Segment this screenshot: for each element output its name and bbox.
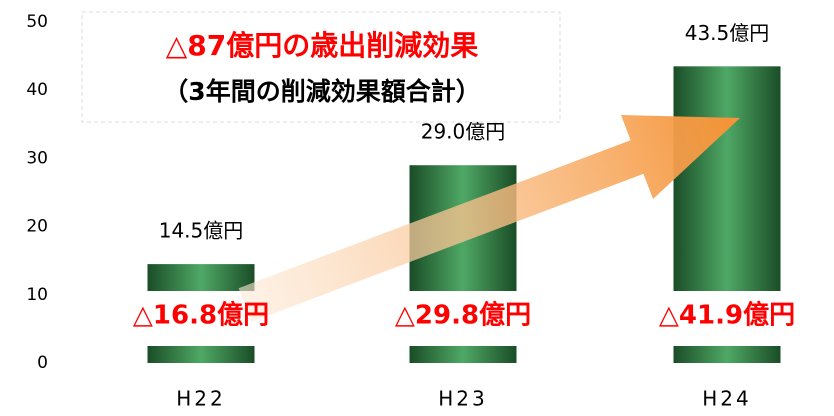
label-backdrop [407, 291, 519, 346]
bar-annotation: △41.9億円 [659, 301, 795, 331]
y-tick-label: 20 [26, 217, 48, 237]
annotation: △87億円の歳出削減効果 [166, 29, 479, 62]
x-tick-label: H22 [176, 387, 226, 411]
annotation-box [81, 11, 561, 123]
arrow [238, 115, 740, 322]
label-backdrop [671, 291, 783, 346]
x-tick-label: H23 [438, 387, 488, 411]
y-tick-label: 0 [37, 353, 48, 373]
value-label: 43.5億円 [685, 21, 770, 45]
annotation: （3年間の削減効果額合計） [163, 77, 480, 106]
label-backdrop [145, 291, 257, 346]
y-tick-label: 10 [26, 285, 48, 305]
x-tick-label: H24 [702, 387, 752, 411]
y-tick-label: 30 [26, 148, 48, 168]
y-tick-label: 50 [26, 12, 48, 32]
value-label: 29.0億円 [421, 120, 506, 144]
bar-annotation: △29.8億円 [395, 301, 531, 331]
y-tick-label: 40 [26, 80, 48, 100]
bar-annotation: △16.8億円 [133, 301, 269, 331]
value-label: 14.5億円 [159, 219, 244, 243]
